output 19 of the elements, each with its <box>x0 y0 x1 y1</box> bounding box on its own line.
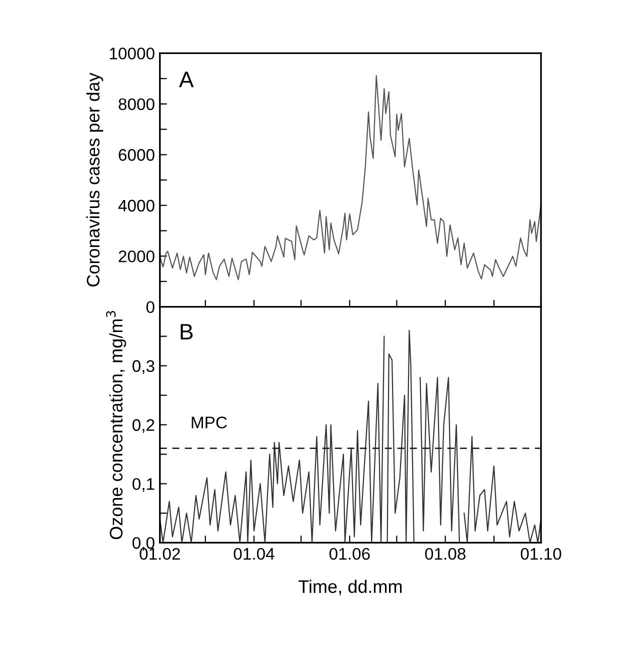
y-tick-label: 0,2 <box>132 419 154 433</box>
y-tick-label: 0 <box>146 301 154 314</box>
y-axis-title: Coronavirus cases per day <box>86 72 104 286</box>
x-tick-label: 01.04 <box>234 548 274 560</box>
y-tick-label: 8000 <box>118 98 154 110</box>
y-tick-label: 0,1 <box>132 478 154 492</box>
y-tick-label: 6000 <box>118 149 154 161</box>
y-tick-label: 4000 <box>118 200 154 212</box>
ref-line-label: MPC <box>192 416 227 428</box>
x-tick-label: 01.08 <box>425 548 466 560</box>
annotation: B <box>180 324 193 340</box>
x-tick-label: 01.06 <box>329 548 370 560</box>
x-axis-title: Time, dd.mm <box>298 580 402 596</box>
x-tick-label: 01.10 <box>520 548 562 560</box>
y-tick-label: 0,3 <box>132 360 154 374</box>
annotation: A <box>178 72 194 88</box>
y-tick-label: 2000 <box>118 250 154 262</box>
y-axis-title: Ozone concentration, mg/m$^{3}$ <box>106 311 126 540</box>
y-tick-label: 10000 <box>110 48 154 60</box>
